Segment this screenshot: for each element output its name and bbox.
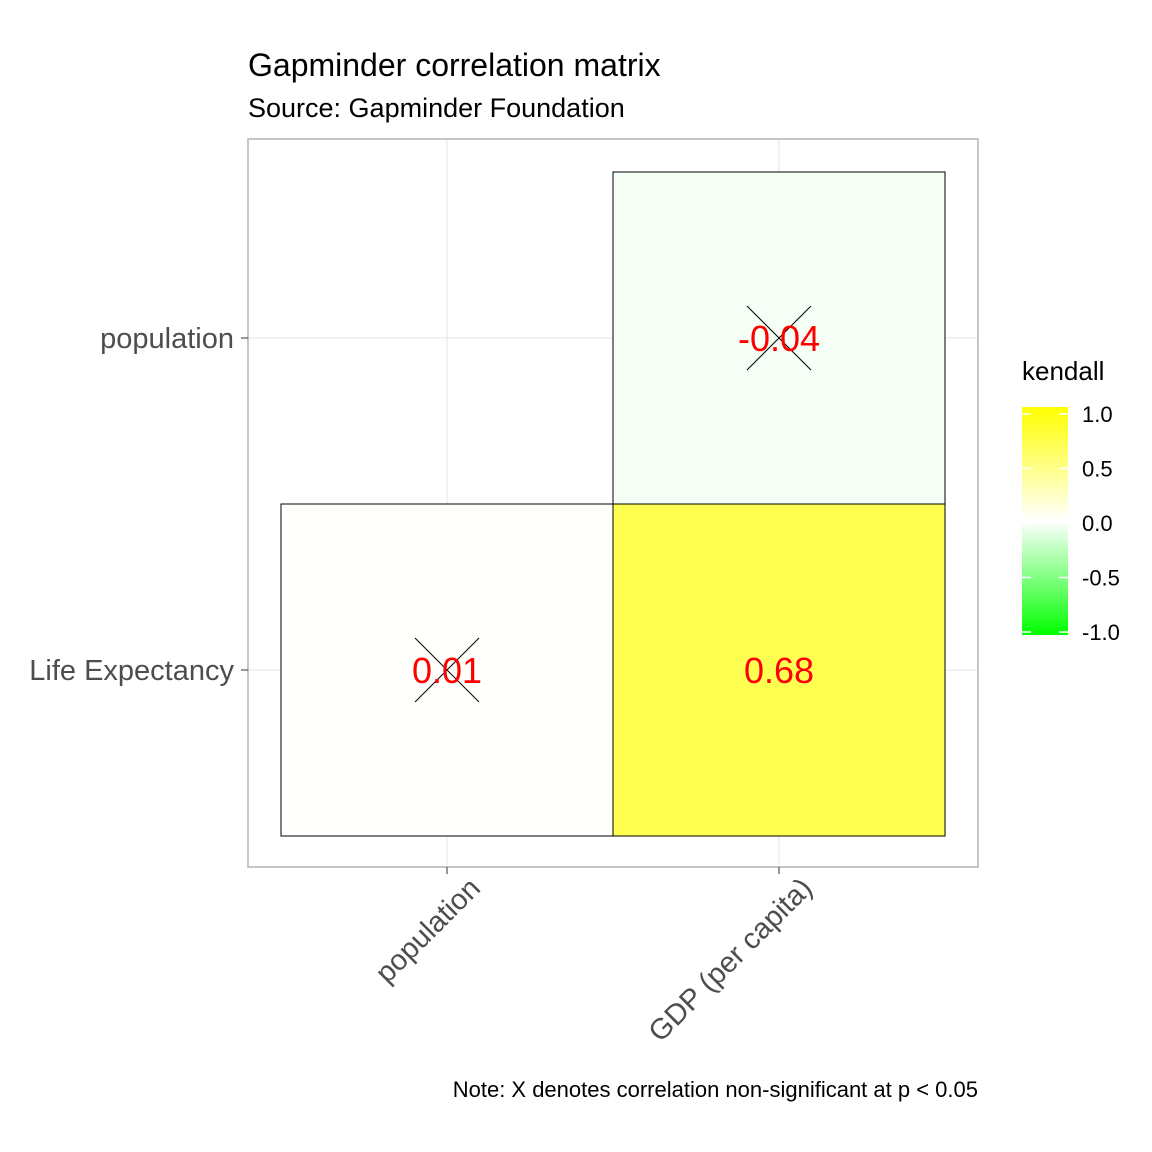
chart-subtitle: Source: Gapminder Foundation [248, 93, 625, 123]
heatmap-tile [612, 503, 946, 837]
heatmap-cell: 0.68 [612, 503, 946, 837]
legend-tick-label: 0.0 [1082, 511, 1113, 536]
cell-value-label: 0.01 [412, 650, 482, 691]
y-axis: Life Expectancy population [29, 323, 248, 687]
x-tick-label: population [370, 872, 487, 989]
heatmap-cell: -0.04 [612, 171, 946, 505]
cell-value-label: -0.04 [738, 318, 820, 359]
non-significant-cross [746, 305, 812, 371]
non-significant-cross [414, 637, 480, 703]
legend: kendall 1.0 0.5 0.0 -0.5 -1.0 [1022, 356, 1120, 645]
legend-colorbar [1022, 407, 1068, 635]
y-tick-label: population [100, 323, 234, 355]
legend-tick-label: -1.0 [1082, 620, 1120, 645]
panel-border [247, 138, 979, 868]
cell-value-label: 0.68 [744, 650, 814, 691]
chart-title: Gapminder correlation matrix [248, 47, 661, 83]
heatmap-tiles: 0.01 0.68 -0.04 [280, 171, 946, 837]
legend-ticks: 1.0 0.5 0.0 -0.5 -1.0 [1022, 402, 1120, 645]
heatmap-cell: 0.01 [280, 503, 614, 837]
legend-title: kendall [1022, 356, 1104, 386]
chart-caption: Note: X denotes correlation non-signific… [453, 1077, 978, 1102]
legend-tick-label: 0.5 [1082, 457, 1113, 482]
y-tick-label: Life Expectancy [29, 655, 234, 687]
legend-tick-label: -0.5 [1082, 566, 1120, 591]
x-axis: population GDP (per capita) [370, 867, 819, 1048]
legend-tick-label: 1.0 [1082, 402, 1113, 427]
x-tick-label: GDP (per capita) [643, 872, 819, 1048]
